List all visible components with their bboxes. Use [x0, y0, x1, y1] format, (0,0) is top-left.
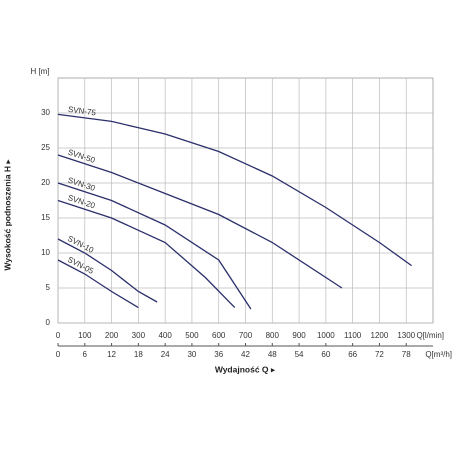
x2-tick-label: 0: [56, 350, 61, 359]
x2-tick-label: 6: [83, 350, 88, 359]
y-tick-label: 0: [46, 318, 51, 327]
x2-tick-label: 24: [161, 350, 170, 359]
x-tick-label: 700: [239, 331, 253, 340]
x2-tick-label: 60: [321, 350, 330, 359]
x2-tick-label: 54: [295, 350, 304, 359]
y-title: Wysokość podnoszenia H ▸: [2, 159, 12, 271]
curve: [57, 113, 412, 267]
x-tick-label: 0: [56, 331, 61, 340]
curve: [57, 182, 252, 310]
x2-tick-label: 36: [214, 350, 223, 359]
curve: [57, 154, 343, 289]
x-title: Wydajność Q ▸: [215, 364, 276, 374]
x-tick-label: 600: [212, 331, 226, 340]
y-tick-label: 5: [46, 283, 51, 292]
x-tick-label: 100: [78, 331, 92, 340]
x2-tick-label: 30: [187, 350, 196, 359]
x-tick-label: 200: [105, 331, 119, 340]
x2-tick-label: 66: [348, 350, 357, 359]
x-tick-label: 1100: [344, 331, 362, 340]
x2-tick-label: 48: [268, 350, 277, 359]
x2-tick-label: 12: [107, 350, 116, 359]
curve: [57, 238, 158, 303]
x2-tick-label: 18: [134, 350, 143, 359]
series-label: SVN-75: [67, 105, 96, 118]
series-label: SVN-10: [66, 234, 95, 255]
x2-tick-label: 72: [375, 350, 384, 359]
x-tick-label: 400: [158, 331, 172, 340]
x-tick-label: 1300: [397, 331, 415, 340]
x2-tick-label: 78: [402, 350, 411, 359]
y-tick-label: 30: [41, 108, 50, 117]
y-tick-label: 15: [41, 213, 50, 222]
y-tick-label: 20: [41, 178, 50, 187]
curve: [57, 199, 236, 309]
x2-axis-label: Q[m³/h]: [425, 350, 452, 359]
curve: [57, 259, 139, 309]
series-label: SVN-05: [66, 255, 95, 276]
x-tick-label: 800: [266, 331, 280, 340]
x-tick-label: 900: [292, 331, 306, 340]
y-tick-label: 25: [41, 143, 50, 152]
x-axis-label: Q[l/min]: [416, 331, 444, 340]
x-tick-label: 500: [185, 331, 199, 340]
y-axis-label: H [m]: [30, 67, 49, 76]
y-tick-label: 10: [41, 248, 50, 257]
x2-tick-label: 42: [241, 350, 250, 359]
x-tick-label: 1000: [317, 331, 335, 340]
x-tick-label: 300: [132, 331, 146, 340]
x-tick-label: 1200: [371, 331, 389, 340]
